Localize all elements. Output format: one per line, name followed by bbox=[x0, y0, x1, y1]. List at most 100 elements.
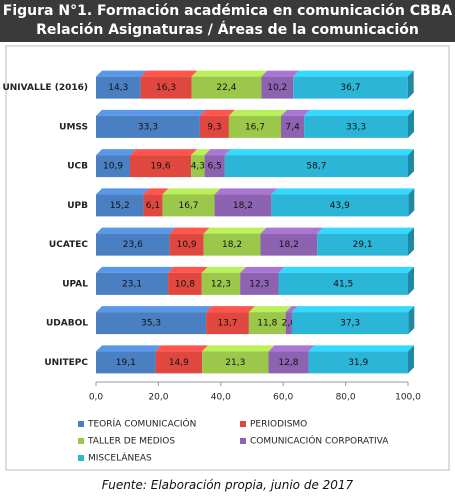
value-label: 29,1 bbox=[353, 240, 373, 250]
bar bbox=[96, 312, 207, 335]
value-label: 14,3 bbox=[108, 83, 128, 93]
bar-depth bbox=[408, 188, 415, 217]
y-tick-label: UPB bbox=[67, 201, 88, 211]
value-label: 33,3 bbox=[346, 122, 366, 132]
bar bbox=[281, 115, 305, 138]
bar-depth bbox=[201, 266, 247, 273]
bar-depth bbox=[96, 306, 213, 313]
value-label: 7,4 bbox=[285, 122, 300, 132]
value-label: 16,7 bbox=[245, 122, 265, 132]
bar bbox=[130, 155, 192, 178]
bar bbox=[202, 351, 269, 374]
y-tick-label: UMSS bbox=[59, 122, 88, 132]
bar-depth bbox=[308, 345, 414, 352]
value-label: 13,7 bbox=[217, 319, 237, 329]
bar bbox=[206, 312, 249, 335]
value-label: 22,4 bbox=[216, 83, 236, 93]
value-label: 19,6 bbox=[151, 162, 171, 172]
bar bbox=[96, 155, 131, 178]
value-label: 58,7 bbox=[306, 162, 326, 172]
legend-swatch bbox=[240, 438, 246, 444]
bar-depth bbox=[199, 109, 235, 116]
bar-depth bbox=[408, 149, 414, 178]
legend-label: TEORÍA COMUNICACIÓN bbox=[87, 418, 196, 430]
bar bbox=[191, 76, 262, 99]
y-tick-label: UCB bbox=[67, 162, 88, 172]
bar-depth bbox=[408, 227, 414, 256]
bar-depth bbox=[96, 345, 162, 352]
legend-label: PERIODISMO bbox=[250, 420, 307, 430]
bar-depth bbox=[271, 188, 415, 195]
bar-depth bbox=[143, 188, 169, 195]
bar-depth bbox=[268, 345, 315, 352]
legend-swatch bbox=[78, 455, 84, 461]
value-label: 10,9 bbox=[103, 162, 123, 172]
value-label: 23,6 bbox=[123, 240, 143, 250]
bar-depth bbox=[408, 266, 414, 295]
bar-depth bbox=[261, 70, 300, 77]
value-label: 11,8 bbox=[257, 319, 277, 329]
bar-depth bbox=[96, 149, 137, 156]
bar-depth bbox=[214, 188, 278, 195]
value-label: 18,2 bbox=[233, 201, 253, 211]
value-label: 35,3 bbox=[141, 319, 161, 329]
y-tick-label: UPAL bbox=[62, 279, 88, 289]
value-label: 4,3 bbox=[191, 162, 205, 172]
value-label: 6,1 bbox=[146, 201, 160, 211]
value-label: 15,2 bbox=[110, 201, 130, 211]
legend-label: COMUNICACIÓN CORPORATIVA bbox=[250, 435, 389, 447]
bar bbox=[155, 351, 203, 374]
header: Figura N°1. Formación académica en comun… bbox=[0, 0, 455, 42]
bar-depth bbox=[162, 188, 221, 195]
x-tick-label: 0,0 bbox=[89, 393, 104, 403]
value-label: 2,0 bbox=[282, 319, 297, 329]
value-label: 6,5 bbox=[208, 162, 222, 172]
bar-depth bbox=[317, 227, 414, 234]
bar-depth bbox=[408, 345, 414, 374]
bar bbox=[228, 115, 282, 138]
legend-swatch bbox=[78, 438, 84, 444]
y-tick-label: UNITEPC bbox=[44, 358, 88, 368]
bar-depth bbox=[408, 109, 414, 138]
bar bbox=[214, 194, 272, 217]
bar bbox=[201, 272, 241, 295]
value-label: 12,3 bbox=[249, 279, 269, 289]
value-label: 31,9 bbox=[348, 358, 368, 368]
bar bbox=[278, 272, 408, 295]
bar-depth bbox=[155, 345, 209, 352]
bar bbox=[96, 233, 170, 256]
bar bbox=[168, 272, 202, 295]
y-tick-label: UCATEC bbox=[49, 240, 88, 250]
bar-depth bbox=[240, 266, 285, 273]
source-note: Fuente: Elaboración propia, junio de 201… bbox=[101, 478, 354, 492]
value-label: 23,1 bbox=[122, 279, 142, 289]
bar bbox=[162, 194, 215, 217]
bar-depth bbox=[407, 70, 414, 99]
bar bbox=[317, 233, 408, 256]
bar-depth bbox=[130, 149, 198, 156]
legend-label: TALLER DE MEDIOS bbox=[87, 437, 175, 447]
bar bbox=[96, 76, 141, 99]
bar bbox=[191, 155, 205, 178]
legend-swatch bbox=[240, 421, 246, 427]
bar-depth bbox=[285, 306, 298, 313]
value-label: 18,2 bbox=[279, 240, 299, 250]
value-label: 9,3 bbox=[207, 122, 221, 132]
bar bbox=[224, 155, 408, 178]
value-label: 41,5 bbox=[333, 279, 353, 289]
bar-depth bbox=[96, 70, 147, 77]
x-tick-label: 60,0 bbox=[273, 393, 293, 403]
bar-depth bbox=[291, 306, 415, 313]
value-label: 18,2 bbox=[222, 240, 242, 250]
bar-depth bbox=[228, 109, 288, 116]
value-label: 21,3 bbox=[225, 358, 245, 368]
y-tick-label: UDABOL bbox=[46, 319, 88, 329]
bar-depth bbox=[224, 149, 414, 156]
x-tick-label: 80,0 bbox=[336, 393, 356, 403]
value-label: 12,3 bbox=[211, 279, 231, 289]
value-label: 10,9 bbox=[177, 240, 197, 250]
bar-depth bbox=[191, 70, 268, 77]
chart-title: Figura N°1. Formación académica en comun… bbox=[2, 3, 453, 19]
